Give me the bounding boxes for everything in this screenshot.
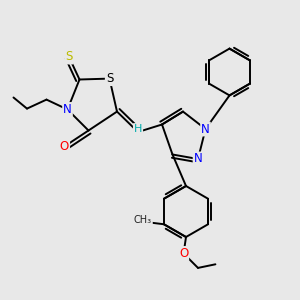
Text: O: O <box>179 247 188 260</box>
Text: N: N <box>63 103 72 116</box>
Text: N: N <box>194 152 202 166</box>
Text: N: N <box>201 122 210 136</box>
Text: CH₃: CH₃ <box>134 215 152 225</box>
Text: S: S <box>106 72 113 85</box>
Text: H: H <box>134 124 142 134</box>
Text: S: S <box>65 50 73 64</box>
Text: O: O <box>60 140 69 153</box>
